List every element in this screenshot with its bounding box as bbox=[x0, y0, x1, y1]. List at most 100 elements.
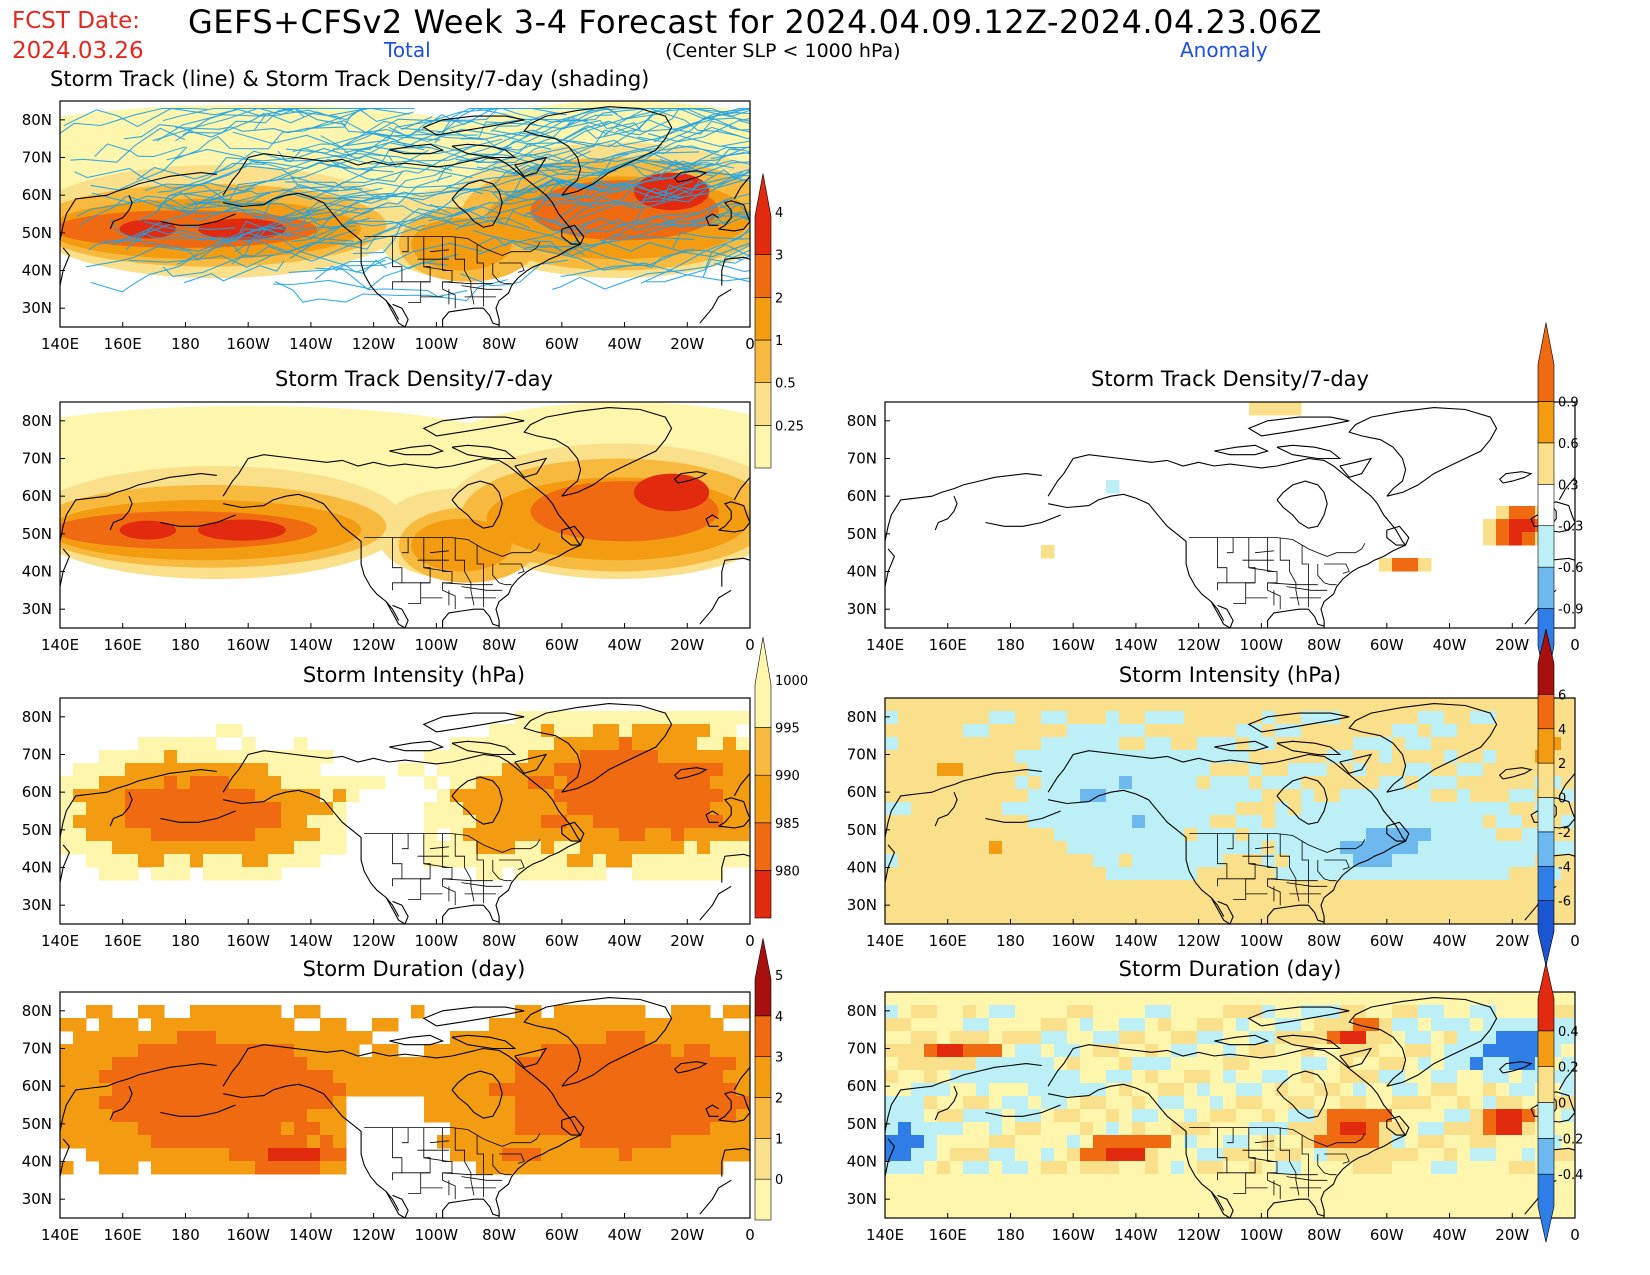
shade-cell bbox=[684, 1135, 698, 1149]
shade-cell bbox=[489, 867, 503, 881]
shade-cell bbox=[1002, 919, 1016, 924]
shade-cell bbox=[976, 802, 990, 816]
shade-cell bbox=[86, 1005, 100, 1019]
shade-cell bbox=[924, 776, 938, 790]
shade-cell bbox=[1249, 1005, 1263, 1019]
shade-cell bbox=[1223, 919, 1237, 924]
shade-cell bbox=[1132, 1148, 1146, 1162]
shade-cell bbox=[372, 1070, 386, 1084]
shade-cell bbox=[1431, 1096, 1445, 1110]
colorbar-segment bbox=[1537, 1030, 1555, 1067]
coastline bbox=[523, 407, 673, 497]
shade-cell bbox=[528, 1135, 542, 1149]
shade-cell bbox=[1184, 1174, 1198, 1188]
shade-cell bbox=[1041, 698, 1055, 712]
shade-cell bbox=[658, 1109, 672, 1123]
shade-cell bbox=[541, 1044, 555, 1058]
track-line bbox=[492, 150, 591, 176]
shade-cell bbox=[1444, 802, 1458, 816]
shade-cell bbox=[1483, 867, 1497, 881]
shade-cell bbox=[1405, 906, 1419, 920]
shade-cell bbox=[736, 1083, 750, 1097]
shade-cell bbox=[1314, 724, 1328, 738]
shade-cell bbox=[1171, 1187, 1185, 1201]
shade-cell bbox=[1340, 992, 1354, 1006]
shade-cell bbox=[151, 1148, 165, 1162]
shade-cell bbox=[937, 1096, 951, 1110]
border-line bbox=[461, 1176, 503, 1181]
shade-cell bbox=[1067, 724, 1081, 738]
shade-cell bbox=[710, 1122, 724, 1136]
shade-cell bbox=[1080, 1070, 1094, 1084]
shade-cell bbox=[1366, 1213, 1380, 1218]
shade-cell bbox=[99, 1096, 113, 1110]
shade-cell bbox=[684, 1148, 698, 1162]
shade-cell bbox=[885, 711, 899, 725]
track-line bbox=[285, 118, 474, 154]
shade-cell bbox=[1405, 1070, 1419, 1084]
shade-cell bbox=[1041, 1031, 1055, 1045]
shade-cell bbox=[1210, 1057, 1224, 1071]
shade-cell bbox=[268, 828, 282, 842]
shade-cell bbox=[242, 815, 256, 829]
shade-cell bbox=[255, 776, 269, 790]
shade-cell bbox=[1262, 763, 1276, 777]
shade-cell bbox=[1210, 867, 1224, 881]
shade-cell bbox=[1028, 1057, 1042, 1071]
shade-cell bbox=[1223, 1057, 1237, 1071]
shade-cell bbox=[1041, 1213, 1055, 1218]
shade-cell bbox=[1509, 737, 1523, 751]
border-line bbox=[1248, 567, 1274, 572]
shade-cell bbox=[1392, 893, 1406, 907]
shade-cell bbox=[1418, 1109, 1432, 1123]
shade-cell bbox=[1405, 1083, 1419, 1097]
border-line bbox=[454, 537, 475, 606]
shade-cell bbox=[1496, 1200, 1510, 1214]
shade-cell bbox=[1132, 893, 1146, 907]
shade-cell bbox=[320, 828, 334, 842]
shade-cell bbox=[125, 776, 139, 790]
shade-cell bbox=[346, 1044, 360, 1058]
shade-cell bbox=[1067, 867, 1081, 881]
shade-cell bbox=[1522, 1174, 1536, 1188]
shade-cell bbox=[1418, 763, 1432, 777]
shade-cell bbox=[658, 1018, 672, 1032]
shade-cell bbox=[1262, 698, 1276, 712]
shade-cell bbox=[567, 1096, 581, 1110]
shade-cell bbox=[1080, 893, 1094, 907]
shade-cell bbox=[950, 802, 964, 816]
shade-cell bbox=[1379, 906, 1393, 920]
shade-cell bbox=[632, 854, 646, 868]
shade-cell bbox=[1262, 1122, 1276, 1136]
shade-cell bbox=[619, 841, 633, 855]
shade-cell bbox=[1223, 841, 1237, 855]
track-line bbox=[175, 107, 366, 160]
border-line bbox=[1248, 1157, 1274, 1162]
shade-cell bbox=[1522, 1057, 1536, 1071]
shade-cell bbox=[1093, 854, 1107, 868]
shade-cell bbox=[1392, 1187, 1406, 1201]
shade-cell bbox=[1262, 711, 1276, 725]
shade-cell bbox=[684, 1083, 698, 1097]
shade-cell bbox=[1470, 919, 1484, 924]
shade-cell bbox=[937, 1200, 951, 1214]
shade-cell bbox=[476, 815, 490, 829]
shade-cell bbox=[1483, 992, 1497, 1006]
shade-cell bbox=[1158, 1135, 1172, 1149]
shade-cell bbox=[1106, 1200, 1120, 1214]
shade-cell bbox=[1379, 558, 1393, 572]
lat-label: 80N bbox=[847, 1002, 877, 1020]
shade-cell bbox=[1522, 828, 1536, 842]
shade-cell bbox=[1184, 815, 1198, 829]
shade-cell bbox=[1353, 711, 1367, 725]
track-line bbox=[672, 232, 750, 249]
shade-cell bbox=[1249, 1096, 1263, 1110]
shade-cell bbox=[976, 1148, 990, 1162]
shade-cell bbox=[437, 854, 451, 868]
track-line bbox=[418, 113, 655, 148]
shade-cell bbox=[1509, 1148, 1523, 1162]
shade-cell bbox=[976, 1187, 990, 1201]
shade-cell bbox=[1002, 867, 1016, 881]
shade-cell bbox=[60, 789, 74, 803]
shade-cell bbox=[1314, 737, 1328, 751]
